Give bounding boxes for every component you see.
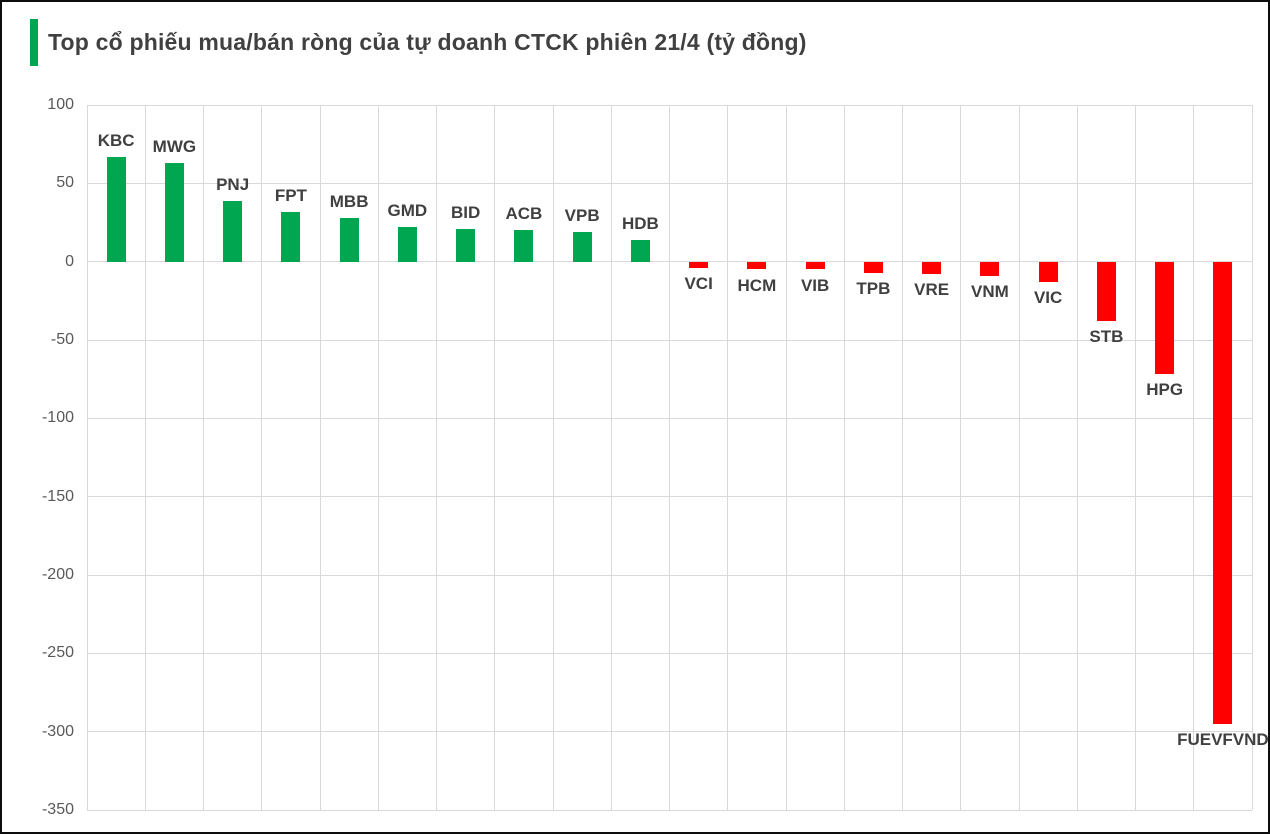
bar-label-vre: VRE [914,280,950,300]
bar-mbb [339,217,359,262]
y-axis-tick-label: -300 [41,722,74,740]
v-gridline [144,105,146,810]
y-axis-tick-label: -200 [41,566,74,583]
y-axis-tick-label: 100 [47,96,74,113]
v-gridline [610,105,612,810]
bar-tpb [863,261,883,273]
y-axis-tick-label: -100 [41,409,74,427]
y-axis-tick-label: -50 [50,331,74,348]
bar-fuevfvnd [1213,261,1233,724]
bar-label-fpt: FPT [274,185,307,205]
v-gridline [1135,105,1136,810]
y-axis-tick-label: 50 [56,174,74,192]
bar-label-mwg: MWG [152,136,197,156]
y-axis-tick-label: 0 [65,252,74,270]
v-gridline [1251,105,1253,810]
v-gridline [785,105,787,810]
bar-label-bid: BID [450,202,481,222]
chart-header: Top cổ phiếu mua/bán ròng của tự doanh C… [30,19,807,66]
v-gridline [843,105,845,810]
bar-hpg [1155,261,1175,375]
bar-label-acb: ACB [505,204,543,224]
bar-vic [1038,261,1058,283]
bar-label-vnm: VNM [970,281,1009,301]
v-gridline [960,105,962,810]
bar-vib [805,261,825,270]
bar-label-mbb: MBB [329,191,369,211]
bar-fpt [281,211,301,262]
bar-gmd [397,227,417,262]
bar-label-gmd: GMD [387,201,428,221]
v-gridline [1076,105,1078,810]
bar-pnj [223,200,243,262]
v-gridline [261,105,263,810]
v-gridline [377,105,379,810]
v-gridline [86,105,88,810]
y-axis-tick-label: -350 [41,801,74,818]
bar-label-kbc: KBC [97,130,135,150]
v-gridline [1018,105,1020,810]
bar-label-fuevfvnd: FUEVFVND [1177,729,1269,749]
bar-label-pnj: PNJ [216,174,250,194]
bar-hdb [630,239,650,262]
h-gridline [87,809,1252,811]
bar-label-vpb: VPB [564,205,600,225]
bar-hcm [747,261,767,270]
bar-label-vib: VIB [800,275,830,295]
v-gridline [1193,105,1195,810]
bar-vci [689,261,709,268]
v-gridline [552,105,554,810]
v-gridline [319,105,321,810]
v-gridline [669,105,670,810]
bar-stb [1096,261,1116,322]
bar-label-hdb: HDB [621,213,659,233]
bar-label-tpb: TPB [856,278,891,298]
bar-acb [514,230,534,262]
bar-vnm [980,261,1000,276]
bar-mwg [164,162,184,262]
bar-label-hcm: HCM [737,275,777,295]
y-axis-tick-label: -250 [41,644,74,662]
v-gridline [902,105,903,810]
v-gridline [494,105,496,810]
v-gridline [203,105,204,810]
title-accent-bar [30,19,38,66]
bar-vpb [572,231,592,262]
y-axis-tick-label: -150 [41,487,74,505]
chart-title: Top cổ phiếu mua/bán ròng của tự doanh C… [48,29,807,55]
bar-kbc [106,156,126,262]
bar-vre [922,261,942,275]
bar-bid [456,228,476,262]
v-gridline [727,105,729,810]
bar-label-vic: VIC [1033,288,1063,308]
bar-label-vci: VCI [684,273,713,293]
bar-label-stb: STB [1089,327,1124,347]
v-gridline [436,105,437,810]
bar-label-hpg: HPG [1146,380,1184,400]
